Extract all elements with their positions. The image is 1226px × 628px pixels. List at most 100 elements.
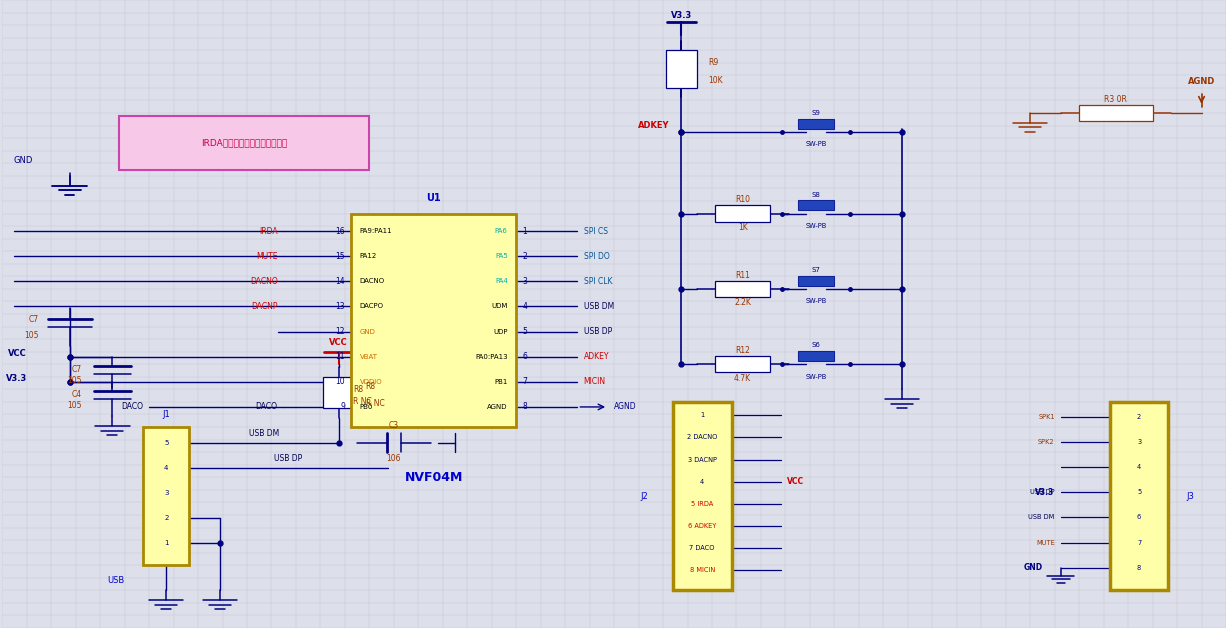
Text: ADKEY: ADKEY (584, 352, 609, 361)
Text: 2: 2 (522, 252, 527, 261)
Text: 11: 11 (336, 352, 345, 361)
Text: SW-PB: SW-PB (805, 141, 826, 148)
Text: J2: J2 (641, 492, 649, 501)
Text: AGND: AGND (1188, 77, 1215, 86)
Bar (119, 116, 369, 170)
Text: 105: 105 (25, 331, 39, 340)
Bar (1079, 105, 1152, 121)
Text: SPI CLK: SPI CLK (584, 277, 612, 286)
Text: R3 0R: R3 0R (1105, 95, 1127, 104)
Bar (715, 281, 770, 297)
Text: 1K: 1K (738, 223, 748, 232)
Text: 6: 6 (522, 352, 527, 361)
Text: ADKEY: ADKEY (638, 121, 669, 130)
Text: 8 MICIN: 8 MICIN (689, 567, 715, 573)
Text: 106: 106 (386, 454, 401, 463)
Text: DACO: DACO (255, 403, 277, 411)
Bar (351, 214, 516, 427)
Bar (798, 119, 835, 129)
Text: S8: S8 (812, 192, 820, 198)
Text: IRDA: IRDA (259, 227, 277, 236)
Text: 2: 2 (1137, 414, 1141, 420)
Text: AGND: AGND (614, 403, 636, 411)
Text: 6 ADKEY: 6 ADKEY (688, 523, 716, 529)
Text: 12: 12 (336, 327, 345, 336)
Text: 1: 1 (522, 227, 527, 236)
Bar (715, 356, 770, 372)
Bar (666, 50, 698, 88)
Text: AGND: AGND (487, 404, 508, 410)
Text: USB: USB (108, 577, 125, 585)
Text: 1: 1 (164, 540, 168, 546)
Text: USB DM: USB DM (584, 302, 614, 311)
Text: C7: C7 (29, 315, 39, 325)
Text: R NC: R NC (353, 398, 373, 406)
Text: C3: C3 (389, 421, 398, 430)
Bar (673, 402, 732, 590)
Text: S6: S6 (812, 342, 820, 349)
Text: 4.7K: 4.7K (734, 374, 752, 382)
Text: 2: 2 (164, 515, 168, 521)
Text: 4: 4 (522, 302, 527, 311)
Text: 3: 3 (164, 490, 168, 496)
Text: V3.3: V3.3 (5, 374, 27, 383)
Text: DACO: DACO (121, 403, 143, 411)
Text: 1: 1 (700, 412, 704, 418)
Bar (798, 351, 835, 361)
Text: 8: 8 (522, 403, 527, 411)
Text: PA6: PA6 (495, 228, 508, 234)
Text: USB DM: USB DM (249, 429, 280, 438)
Text: SPI DO: SPI DO (584, 252, 609, 261)
Text: 7: 7 (1137, 539, 1141, 546)
Text: 3: 3 (1137, 439, 1141, 445)
Text: J1: J1 (162, 410, 170, 419)
Text: GND: GND (13, 156, 33, 165)
Text: SPI CS: SPI CS (584, 227, 608, 236)
Text: 4: 4 (164, 465, 168, 471)
Text: 5: 5 (164, 440, 168, 446)
Text: 4: 4 (700, 479, 705, 485)
Text: USB DP: USB DP (584, 327, 612, 336)
Bar (1110, 402, 1168, 590)
Text: MUTE: MUTE (1036, 539, 1054, 546)
Text: DACNO: DACNO (359, 278, 385, 284)
Text: PA4: PA4 (495, 278, 508, 284)
Text: S9: S9 (812, 110, 820, 116)
Text: R9: R9 (709, 58, 718, 67)
Text: R8: R8 (353, 385, 364, 394)
Text: VCC: VCC (330, 338, 348, 347)
Text: 10: 10 (335, 377, 345, 386)
Text: S7: S7 (812, 267, 820, 273)
Text: SW-PB: SW-PB (805, 374, 826, 380)
Text: 7 DACO: 7 DACO (689, 545, 715, 551)
Text: R NC: R NC (365, 399, 385, 408)
Text: C7: C7 (71, 365, 82, 374)
Text: USB DP: USB DP (275, 454, 303, 463)
Text: PB1: PB1 (494, 379, 508, 385)
Text: VDDIO: VDDIO (359, 379, 383, 385)
Text: DACNO: DACNO (250, 277, 277, 286)
Text: R8: R8 (365, 382, 376, 391)
Text: GND: GND (359, 328, 375, 335)
Text: C4: C4 (71, 390, 82, 399)
Text: V3.3: V3.3 (671, 11, 691, 20)
Text: DACNP: DACNP (251, 302, 277, 311)
Text: 3 DACNP: 3 DACNP (688, 457, 717, 463)
Text: 2 DACNO: 2 DACNO (687, 435, 717, 440)
Text: 9: 9 (340, 403, 345, 411)
Text: R11: R11 (736, 271, 750, 279)
Text: 5 IRDA: 5 IRDA (691, 501, 714, 507)
Text: SPK2: SPK2 (1038, 439, 1054, 445)
Text: 10K: 10K (709, 76, 723, 85)
Text: SW-PB: SW-PB (805, 223, 826, 229)
Bar (322, 377, 354, 408)
Text: UDP: UDP (493, 328, 508, 335)
Text: MUTE: MUTE (256, 252, 277, 261)
Bar (798, 200, 835, 210)
Text: SPK1: SPK1 (1038, 414, 1054, 420)
Text: MICIN: MICIN (584, 377, 606, 386)
Text: PA12: PA12 (359, 253, 376, 259)
Text: J3: J3 (1187, 492, 1194, 501)
Text: PB0: PB0 (359, 404, 373, 410)
Text: VCC: VCC (787, 477, 804, 486)
